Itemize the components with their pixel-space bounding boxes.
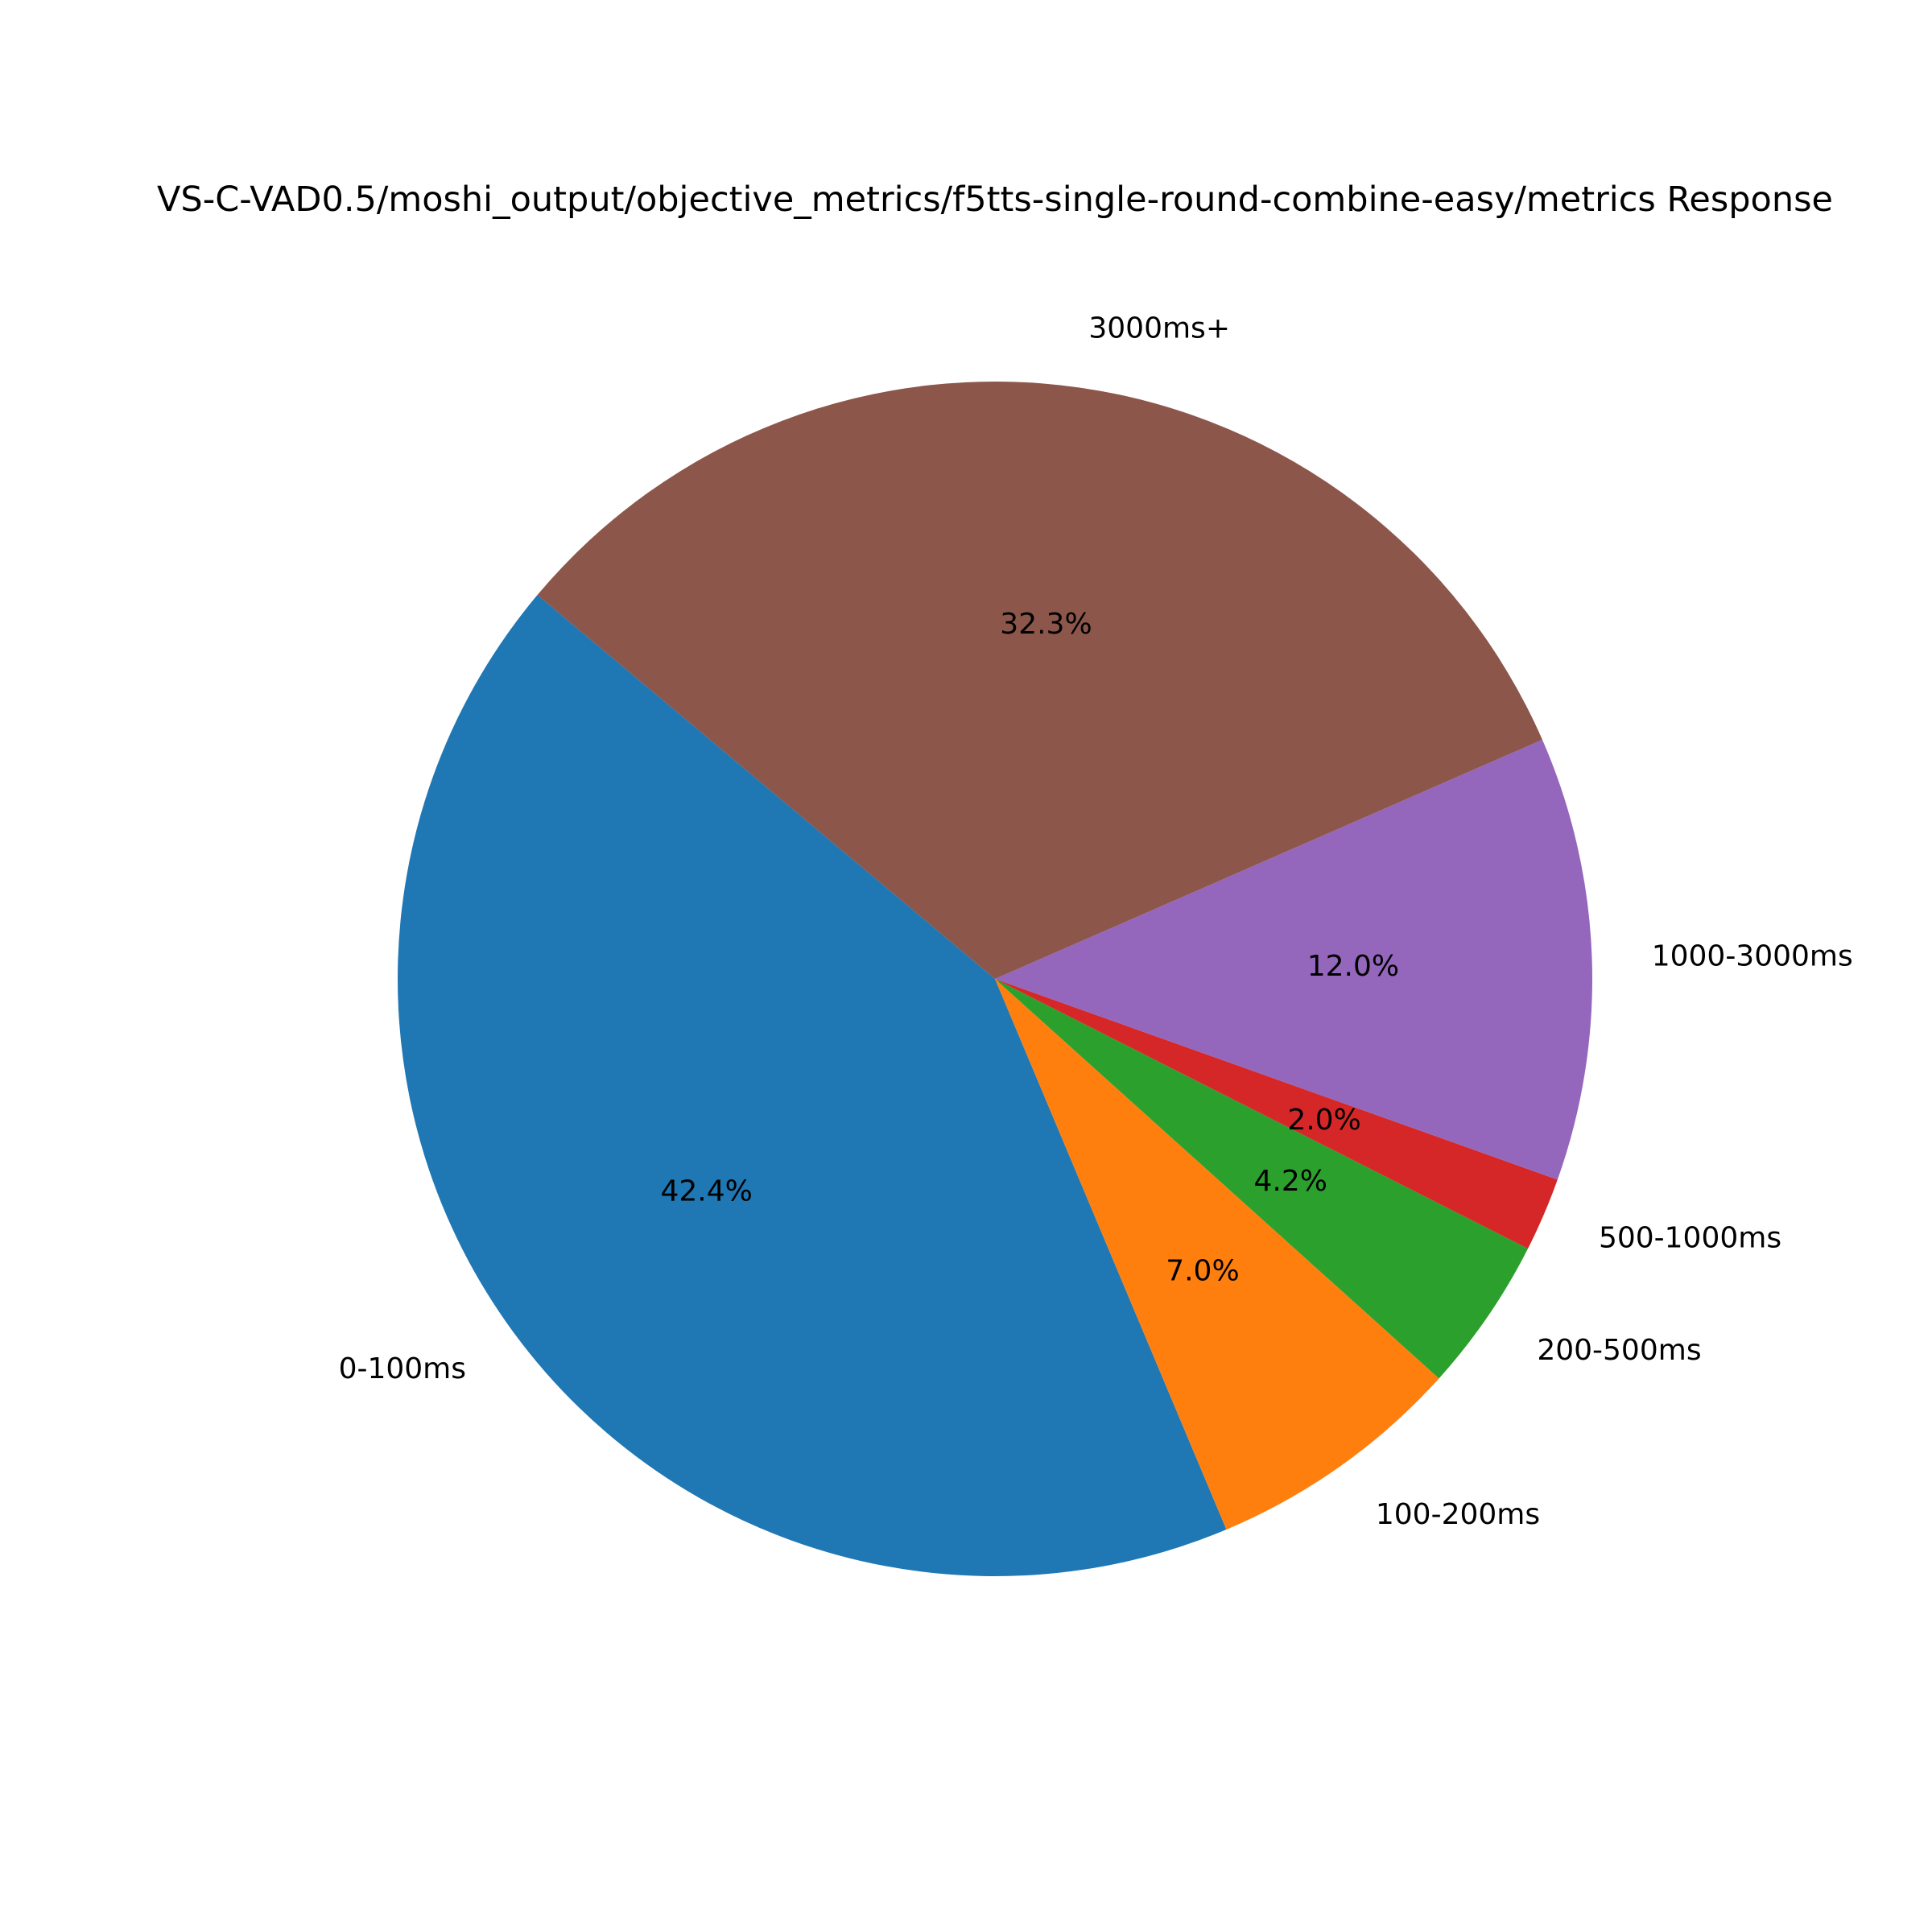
chart-title: VS-C-VAD0.5/moshi_output/objective_metri… xyxy=(157,180,1833,220)
pie-slices xyxy=(397,381,1592,1577)
slice-label-3000ms-plus: 3000ms+ xyxy=(1088,312,1230,345)
pie-slice-1000-3000ms xyxy=(995,739,1592,1180)
slice-label-1000-3000ms: 1000-3000ms xyxy=(1652,939,1853,972)
pie-labels: 0-100ms 42.4% 100-200ms 7.0% 200-500ms 4.2% 50… xyxy=(339,312,1853,1531)
slice-percent-3000ms-plus: 32.3% xyxy=(1000,608,1092,641)
slice-label-500-1000ms: 500-1000ms xyxy=(1599,1222,1781,1255)
slice-label-0-100ms: 0-100ms xyxy=(339,1352,466,1385)
slice-percent-500-1000ms: 2.0% xyxy=(1287,1104,1360,1137)
slice-percent-0-100ms: 42.4% xyxy=(660,1175,752,1208)
pie-slice-100-200ms xyxy=(995,979,1439,1530)
pie-slice-200-500ms xyxy=(995,979,1529,1379)
pie-slice-500-1000ms xyxy=(995,979,1558,1249)
slice-percent-1000-3000ms: 12.0% xyxy=(1307,950,1399,983)
slice-percent-200-500ms: 4.2% xyxy=(1254,1165,1327,1198)
pie-slice-0-100ms xyxy=(397,595,1227,1577)
slice-percent-100-200ms: 7.0% xyxy=(1166,1254,1239,1287)
pie-slice-3000ms-plus xyxy=(537,381,1542,979)
slice-label-200-500ms: 200-500ms xyxy=(1537,1334,1701,1367)
slice-label-100-200ms: 100-200ms xyxy=(1376,1498,1540,1531)
